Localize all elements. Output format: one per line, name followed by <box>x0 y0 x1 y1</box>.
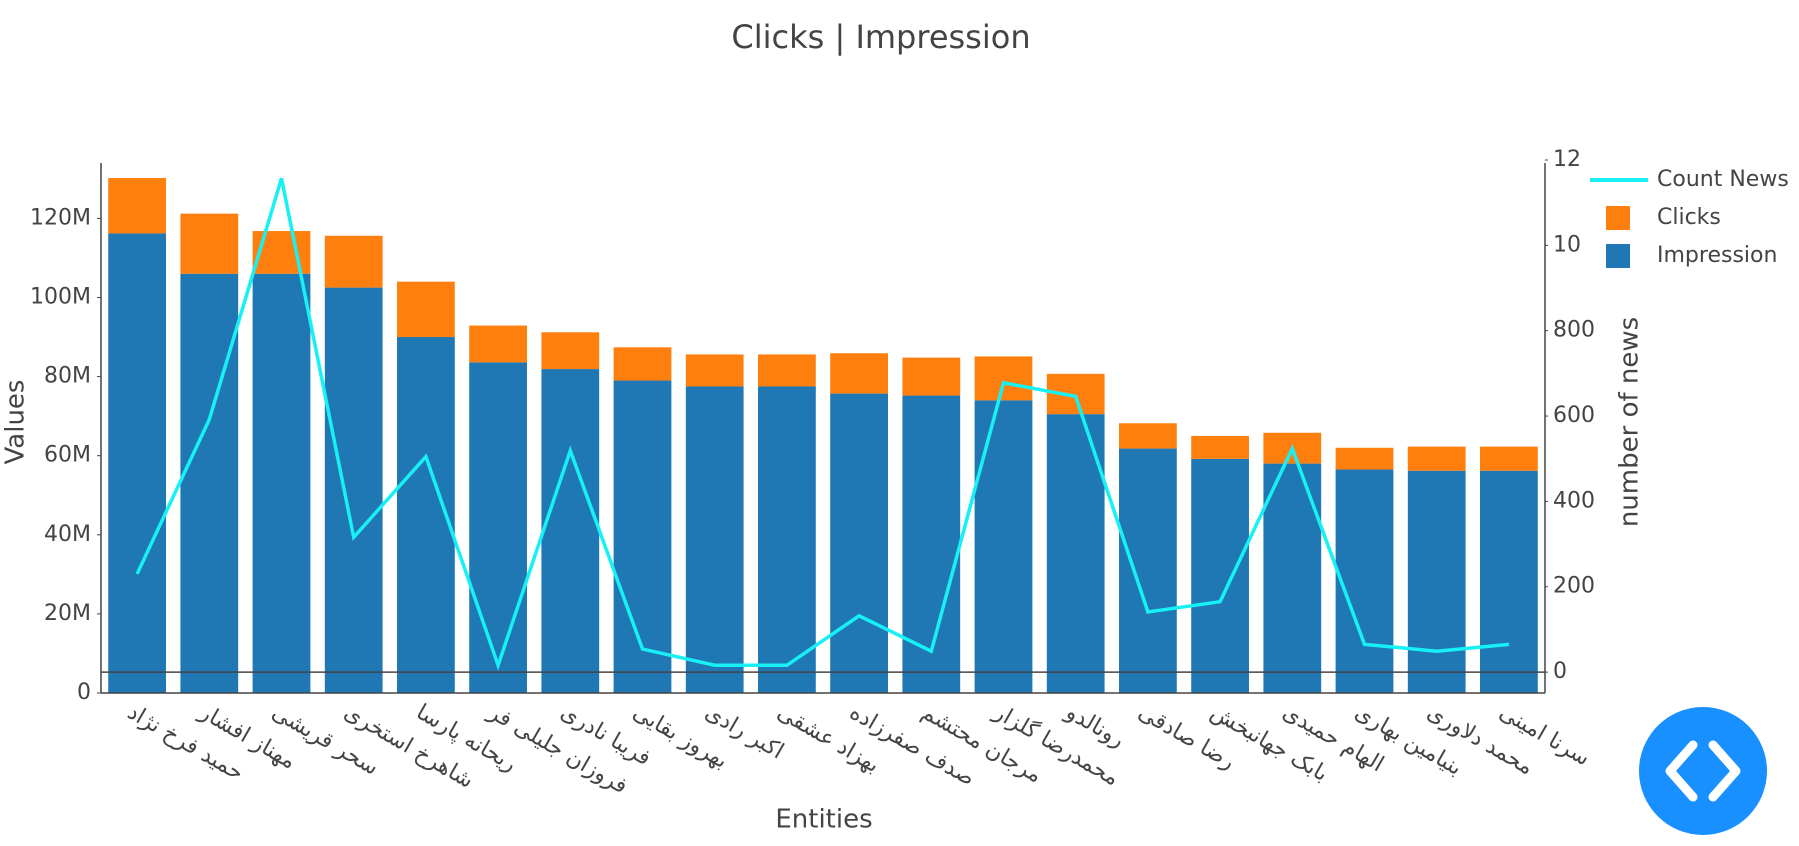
y-tick-label: 20M <box>44 601 91 626</box>
bar-segment <box>108 233 166 693</box>
icon-left <box>1665 740 1698 802</box>
line-series <box>135 177 1510 671</box>
y2-tick-label: 10 <box>1553 232 1581 257</box>
bar-segment <box>758 354 816 387</box>
bar-segment <box>108 178 166 234</box>
legend-label: Impression <box>1657 243 1777 268</box>
bar-segment <box>902 357 961 396</box>
bar-segment <box>180 273 239 693</box>
bar-segment <box>974 356 1033 401</box>
bar-segment <box>1335 469 1394 693</box>
legend-swatch <box>1606 206 1630 230</box>
bar-segment <box>1480 470 1538 693</box>
bar-segment <box>397 281 455 338</box>
bar-segment <box>469 362 527 693</box>
x-axis-title: Entities <box>775 805 872 835</box>
icon-right <box>1708 740 1741 802</box>
y2-tick-label: 600 <box>1553 403 1595 428</box>
bar-segment <box>1263 463 1322 693</box>
y-tick-label: 0 <box>77 680 91 705</box>
y-tick-label: 100M <box>30 284 91 309</box>
bar-segment <box>252 273 311 693</box>
bar-segment <box>1119 423 1177 449</box>
bar-segment <box>252 231 311 274</box>
bar-segment <box>1335 447 1394 470</box>
bar-segment <box>324 287 383 693</box>
y-tick-label: 80M <box>44 364 91 389</box>
bar-segment <box>541 369 600 693</box>
bar-segment <box>1119 448 1177 693</box>
y2-tick-label: 12 <box>1553 147 1581 172</box>
bar-segment <box>1046 414 1105 693</box>
bar-segment <box>758 386 816 693</box>
bar-segment <box>685 386 744 693</box>
bar-segment <box>180 213 239 274</box>
legend-label: Count News <box>1657 167 1789 192</box>
y-tick-label: 60M <box>44 443 91 468</box>
bar-segment <box>613 380 672 693</box>
chart-title: Clicks | Impression <box>731 18 1030 56</box>
button-circle[interactable] <box>1639 707 1767 835</box>
legend-swatch <box>1606 244 1630 268</box>
bar-segment <box>1480 446 1538 471</box>
bar-segment <box>1407 470 1466 693</box>
bar-segment <box>1191 435 1249 459</box>
y2-tick-label: 200 <box>1553 574 1595 599</box>
bar-segment <box>830 353 888 394</box>
bar-segment <box>613 347 672 381</box>
bar-segment <box>541 332 600 370</box>
y2-axis-title: number of news <box>1615 317 1645 527</box>
y2-tick-label: 800 <box>1553 318 1595 343</box>
bar-segment <box>974 400 1033 693</box>
code-button[interactable] <box>1639 707 1767 835</box>
y-tick-label: 120M <box>30 205 91 230</box>
y-tick-label: 40M <box>44 522 91 547</box>
bar-segment <box>1407 446 1466 471</box>
bar-segment <box>685 354 744 387</box>
bar-segment <box>469 325 527 363</box>
y2-tick-label: 0 <box>1553 659 1567 684</box>
legend-label: Clicks <box>1657 205 1721 230</box>
y-axis-title: Values <box>1 380 31 465</box>
bar-segment <box>324 235 383 288</box>
bar-segment <box>1191 458 1249 693</box>
y2-tick-label: 400 <box>1553 488 1595 513</box>
bar-segment <box>830 393 888 693</box>
